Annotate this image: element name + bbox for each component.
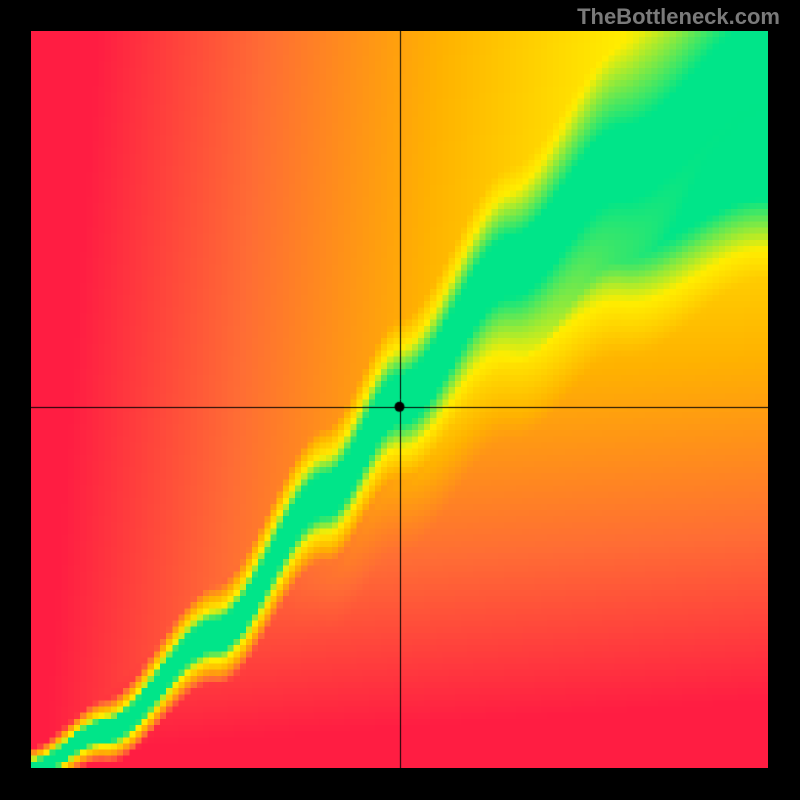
watermark-text: TheBottleneck.com	[577, 4, 780, 30]
chart-container: TheBottleneck.com	[0, 0, 800, 800]
overlay-axes	[31, 31, 768, 768]
